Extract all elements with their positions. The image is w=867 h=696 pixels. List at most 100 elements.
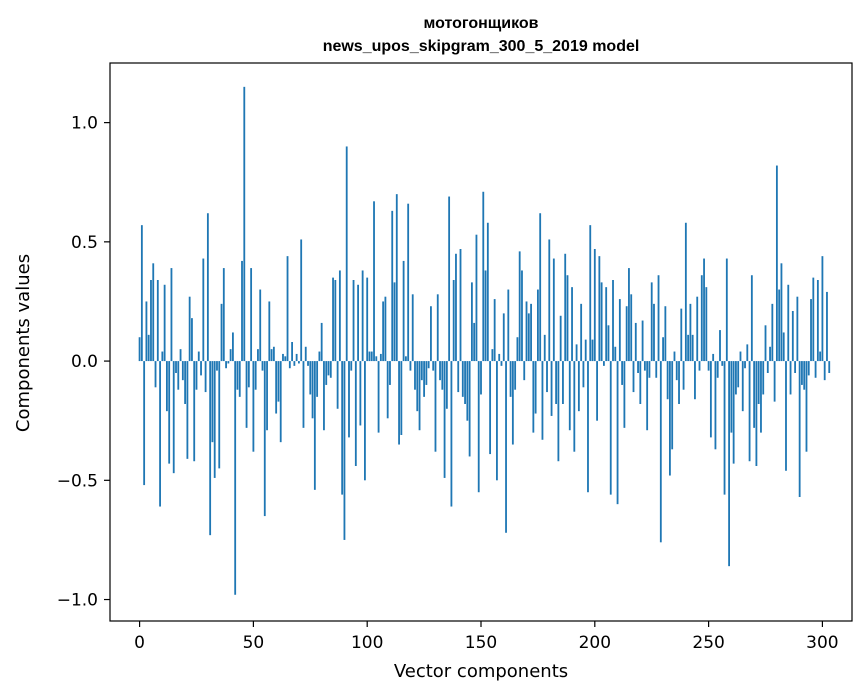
bar-171 — [527, 313, 530, 362]
bar-176 — [539, 213, 542, 362]
y-tick-label: 1.0 — [71, 114, 98, 134]
bar-42 — [234, 361, 237, 595]
bar-277 — [769, 346, 771, 362]
bar-261 — [732, 361, 735, 464]
bar-30 — [206, 213, 209, 362]
bar-259 — [728, 361, 730, 567]
bar-64 — [284, 356, 287, 362]
bar-142 — [461, 361, 464, 397]
bar-49 — [250, 268, 253, 362]
bar-234 — [671, 361, 674, 450]
bar-85 — [332, 277, 334, 362]
bar-98 — [361, 270, 364, 362]
bar-164 — [511, 361, 514, 445]
bar-194 — [580, 303, 583, 362]
bar-245 — [696, 296, 699, 362]
bar-209 — [614, 346, 617, 362]
bar-269 — [750, 275, 753, 362]
bar-138 — [452, 280, 455, 362]
bar-240 — [684, 222, 687, 362]
bar-100 — [366, 277, 369, 362]
chart-title-line-1: мотогонщиков — [423, 15, 538, 32]
bar-295 — [810, 299, 812, 362]
bar-81 — [323, 361, 325, 431]
y-axis-label: Components values — [13, 254, 34, 432]
bar-57 — [268, 301, 271, 362]
bar-163 — [509, 361, 512, 397]
bar-173 — [532, 361, 535, 433]
x-tick-label: 50 — [243, 633, 265, 653]
bar-274 — [762, 361, 765, 395]
bar-239 — [682, 361, 685, 390]
bar-79 — [318, 351, 321, 362]
x-tick-label: 250 — [692, 633, 724, 653]
bar-116 — [402, 260, 405, 362]
bar-216 — [630, 294, 633, 362]
bar-212 — [621, 361, 624, 385]
bar-13 — [168, 361, 171, 464]
bar-32 — [211, 361, 214, 443]
bar-178 — [543, 334, 546, 362]
bar-185 — [559, 315, 562, 362]
bar-229 — [659, 361, 662, 543]
bar-15 — [172, 361, 175, 474]
bar-192 — [575, 344, 578, 362]
bar-17 — [177, 361, 180, 390]
bar-135 — [445, 361, 448, 409]
bar-297 — [814, 361, 817, 378]
x-tick-label: 300 — [806, 633, 838, 653]
bar-7 — [154, 361, 157, 388]
bar-84 — [329, 361, 332, 378]
bar-155 — [491, 349, 494, 362]
bar-252 — [712, 353, 715, 362]
bar-60 — [275, 361, 278, 414]
bar-111 — [391, 210, 394, 362]
bar-161 — [505, 361, 507, 533]
bar-184 — [557, 361, 560, 462]
bar-188 — [566, 275, 569, 362]
bar-67 — [291, 342, 293, 362]
bar-158 — [498, 353, 501, 362]
bar-177 — [541, 361, 544, 440]
bar-117 — [404, 356, 407, 362]
bar-97 — [359, 361, 362, 426]
bar-217 — [632, 361, 635, 393]
bar-183 — [555, 361, 558, 404]
bar-167 — [518, 251, 521, 362]
bar-222 — [643, 361, 646, 371]
bar-35 — [218, 361, 221, 469]
bar-104 — [375, 356, 378, 362]
bar-106 — [379, 353, 382, 362]
bar-41 — [232, 332, 234, 362]
bar-141 — [459, 249, 462, 362]
bar-251 — [709, 361, 712, 438]
bar-301 — [823, 361, 826, 381]
bar-131 — [436, 294, 439, 362]
bar-108 — [384, 296, 387, 362]
bar-75 — [309, 361, 312, 395]
bars — [138, 86, 831, 595]
bar-232 — [666, 361, 669, 400]
bar-258 — [725, 258, 728, 362]
bar-263 — [737, 361, 740, 388]
bar-276 — [766, 361, 769, 373]
bar-300 — [821, 256, 824, 362]
bar-76 — [311, 361, 314, 419]
bar-196 — [584, 339, 587, 362]
bar-187 — [564, 253, 567, 362]
bar-255 — [719, 330, 721, 362]
bar-292 — [803, 361, 806, 390]
bar-150 — [480, 361, 482, 395]
bar-205 — [605, 287, 608, 362]
bar-201 — [596, 361, 598, 421]
bar-193 — [577, 361, 580, 412]
bar-175 — [536, 289, 539, 362]
bar-133 — [441, 361, 444, 390]
bar-23 — [191, 318, 193, 362]
bar-272 — [757, 361, 760, 404]
bar-166 — [516, 337, 519, 362]
bar-254 — [716, 361, 719, 378]
y-tick-label: −1.0 — [57, 591, 98, 611]
bar-298 — [816, 280, 819, 362]
bar-46 — [243, 86, 246, 362]
